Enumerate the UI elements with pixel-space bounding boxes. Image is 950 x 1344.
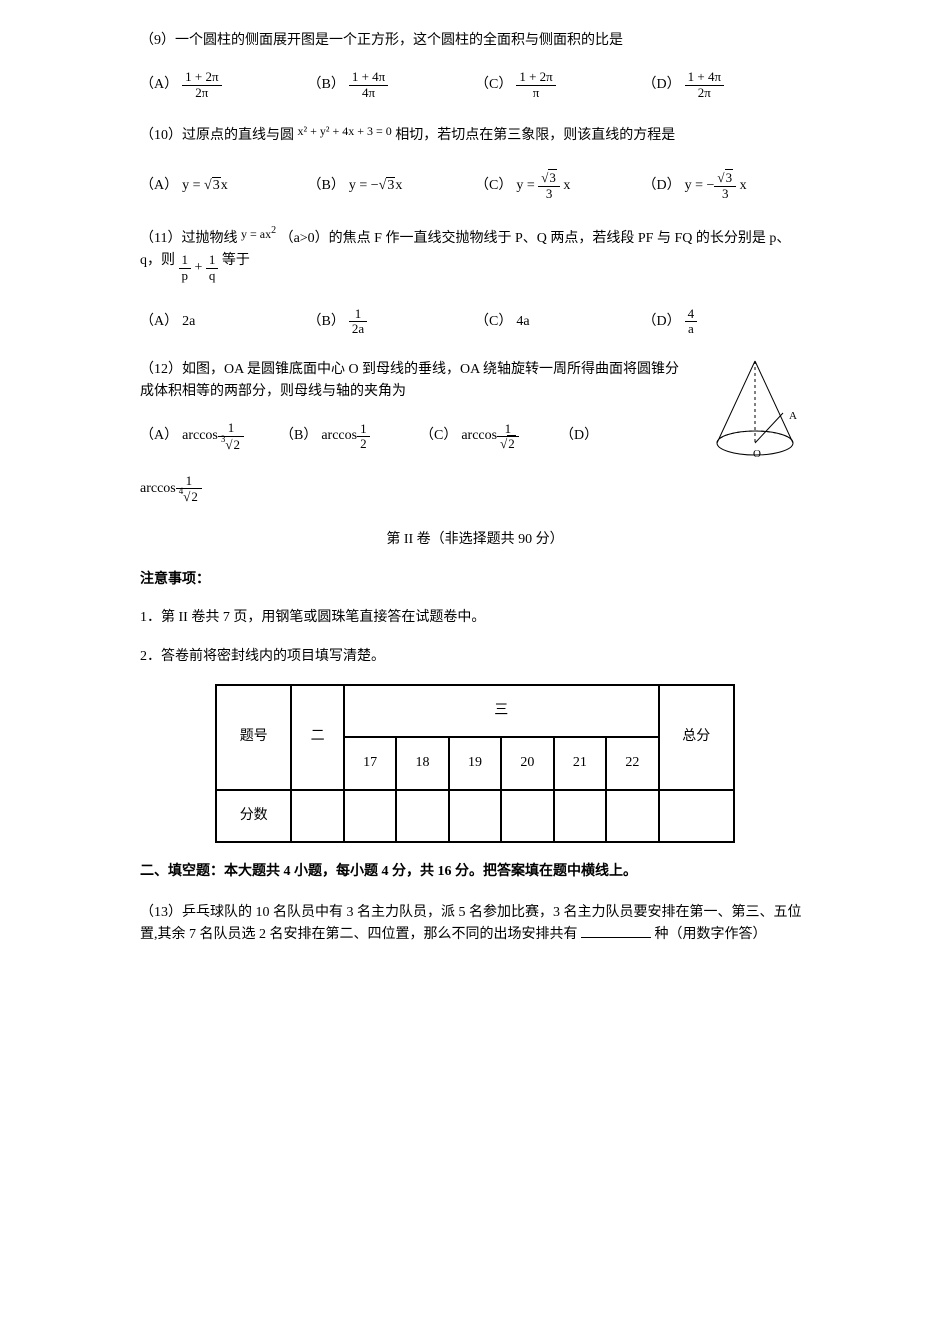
qnum: 22	[606, 737, 658, 789]
qnum: 20	[501, 737, 553, 789]
q11-expr: 1p + 1q	[179, 253, 219, 283]
qnum: 19	[449, 737, 501, 789]
fraction: 4 a	[685, 307, 698, 337]
fraction: 1 + 4π 2π	[685, 70, 724, 100]
question-11: （11）过抛物线 y = ax2 （a>0）的焦点 F 作一直线交抛物线于 P、…	[140, 223, 810, 283]
score-cell	[344, 790, 396, 842]
opt-label: （B）	[308, 175, 345, 197]
section-2-title: 第 II 卷（非选择题共 90 分）	[140, 529, 810, 551]
svg-text:O: O	[753, 448, 761, 460]
opt-label: （D）	[643, 74, 681, 96]
q11-opt-c: （C） 4a	[475, 307, 643, 337]
q12-opt-c: （C） arccos 1 2	[420, 421, 560, 452]
opt-label: （D）	[560, 425, 598, 447]
cone-figure: A O	[700, 353, 810, 469]
q10-equation: x² + y² + 4x + 3 = 0	[298, 124, 392, 138]
score-cell	[291, 790, 343, 842]
score-cell	[606, 790, 658, 842]
opt-label: （B）	[308, 311, 345, 333]
q9-opt-d: （D） 1 + 4π 2π	[643, 70, 811, 100]
fraction: 1 + 4π 4π	[349, 70, 388, 100]
expr: y = 3x	[182, 175, 228, 197]
expr: arccos 12	[321, 422, 369, 452]
expr: 2a	[182, 311, 195, 333]
opt-label: （D）	[643, 311, 681, 333]
opt-label: （D）	[643, 175, 681, 197]
opt-label: （A）	[140, 425, 178, 447]
question-12: （12）如图，OA 是圆锥底面中心 O 到母线的垂线，OA 绕轴旋转一周所得曲面…	[140, 359, 690, 404]
question-9: （9）一个圆柱的侧面展开图是一个正方形，这个圆柱的全面积与侧面积的比是	[140, 30, 810, 52]
q12-opt-d: （D）	[560, 421, 700, 452]
q10-options: （A） y = 3x （B） y = −3x （C） y = 33 x （D） …	[140, 171, 810, 201]
expr: 4a	[516, 311, 529, 333]
q11-text-a: （11）过抛物线	[140, 231, 237, 246]
expr: arccos 1 32	[182, 421, 244, 452]
col-header: 题号	[216, 685, 291, 790]
q11-options: （A） 2a （B） 1 2a （C） 4a （D） 4 a	[140, 307, 810, 337]
svg-text:A: A	[789, 410, 797, 422]
opt-label: （B）	[280, 425, 317, 447]
opt-label: （B）	[308, 74, 345, 96]
q9-opt-a: （A） 1 + 2π 2π	[140, 70, 308, 100]
q9-opt-b: （B） 1 + 4π 4π	[308, 70, 476, 100]
qnum: 18	[396, 737, 448, 789]
q11-opt-d: （D） 4 a	[643, 307, 811, 337]
q13-tail: 种（用数字作答）	[655, 927, 767, 942]
part2-title: 二、填空题：本大题共 4 小题，每小题 4 分，共 16 分。把答案填在题中横线…	[140, 861, 810, 883]
expr: y = −3x	[349, 175, 402, 197]
col-header: 三	[344, 685, 659, 737]
q10-opt-b: （B） y = −3x	[308, 171, 476, 201]
q10-text-a: （10）过原点的直线与圆	[140, 128, 294, 143]
expr: y = 33 x	[516, 171, 570, 201]
fraction: 1 + 2π π	[516, 70, 555, 100]
notice-1: 1．第 II 卷共 7 页，用钢笔或圆珠笔直接答在试题卷中。	[140, 607, 810, 629]
question-10: （10）过原点的直线与圆 x² + y² + 4x + 3 = 0 相切，若切点…	[140, 122, 810, 147]
q12-opt-d-expr: arccos 1 42	[140, 474, 810, 505]
opt-label: （C）	[475, 74, 512, 96]
question-13: （13）乒乓球队的 10 名队员中有 3 名主力队员，派 5 名参加比赛，3 名…	[140, 902, 810, 947]
q11-text-c: 等于	[222, 253, 250, 268]
expr: y = − 33 x	[685, 171, 747, 201]
score-cell	[396, 790, 448, 842]
opt-label: （C）	[420, 425, 457, 447]
fraction: 1 2a	[349, 307, 367, 337]
q12-options: （A） arccos 1 32 （B） arccos 12 （C） arccos…	[140, 421, 700, 452]
score-cell	[554, 790, 606, 842]
score-cell	[659, 790, 734, 842]
q10-opt-c: （C） y = 33 x	[475, 171, 643, 201]
q9-opt-c: （C） 1 + 2π π	[475, 70, 643, 100]
notice-title: 注意事项：	[140, 569, 810, 591]
q11-opt-b: （B） 1 2a	[308, 307, 476, 337]
q12-opt-b: （B） arccos 12	[280, 421, 420, 452]
opt-label: （A）	[140, 175, 178, 197]
qnum: 21	[554, 737, 606, 789]
notice-2: 2．答卷前将密封线内的项目填写清楚。	[140, 646, 810, 668]
col-header: 总分	[659, 685, 734, 790]
expr: arccos 1 2	[461, 422, 518, 452]
q11-eq: y = ax2	[241, 227, 276, 241]
fill-blank	[581, 937, 651, 938]
fraction: 1 + 2π 2π	[182, 70, 221, 100]
score-table: 题号 二 三 总分 17 18 19 20 21 22 分数	[215, 684, 735, 843]
q10-opt-a: （A） y = 3x	[140, 171, 308, 201]
opt-label: （C）	[475, 175, 512, 197]
col-header: 二	[291, 685, 343, 790]
q10-text-b: 相切，若切点在第三象限，则该直线的方程是	[395, 128, 675, 143]
score-label: 分数	[216, 790, 291, 842]
q9-options: （A） 1 + 2π 2π （B） 1 + 4π 4π （C） 1 + 2π π…	[140, 70, 810, 100]
q11-opt-a: （A） 2a	[140, 307, 308, 337]
qnum: 17	[344, 737, 396, 789]
score-cell	[501, 790, 553, 842]
score-cell	[449, 790, 501, 842]
opt-label: （A）	[140, 311, 178, 333]
opt-label: （A）	[140, 74, 178, 96]
q12-opt-a: （A） arccos 1 32	[140, 421, 280, 452]
q10-opt-d: （D） y = − 33 x	[643, 171, 811, 201]
opt-label: （C）	[475, 311, 512, 333]
